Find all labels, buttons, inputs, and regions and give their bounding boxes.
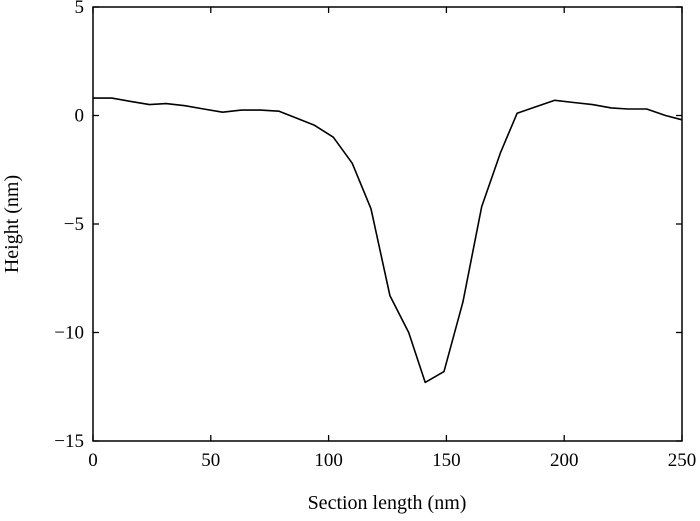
x-tick-label: 50 <box>201 450 220 471</box>
y-axis-label: Height (nm) <box>1 175 23 273</box>
x-tick-label: 250 <box>668 450 697 471</box>
x-tick-label: 0 <box>88 450 98 471</box>
y-tick-label: −10 <box>54 323 84 344</box>
x-tick-label: 200 <box>550 450 579 471</box>
x-axis-label: Section length (nm) <box>308 492 467 514</box>
y-tick-label: 5 <box>75 0 85 18</box>
x-tick-label: 150 <box>432 450 461 471</box>
y-tick-label: 0 <box>75 106 85 127</box>
height-profile-line <box>93 97 683 384</box>
y-tick-label: −15 <box>54 431 84 452</box>
x-tick-label: 100 <box>314 450 343 471</box>
axis-ticks <box>92 6 683 442</box>
plot-frame <box>92 6 683 442</box>
y-tick-label: −5 <box>64 214 84 235</box>
